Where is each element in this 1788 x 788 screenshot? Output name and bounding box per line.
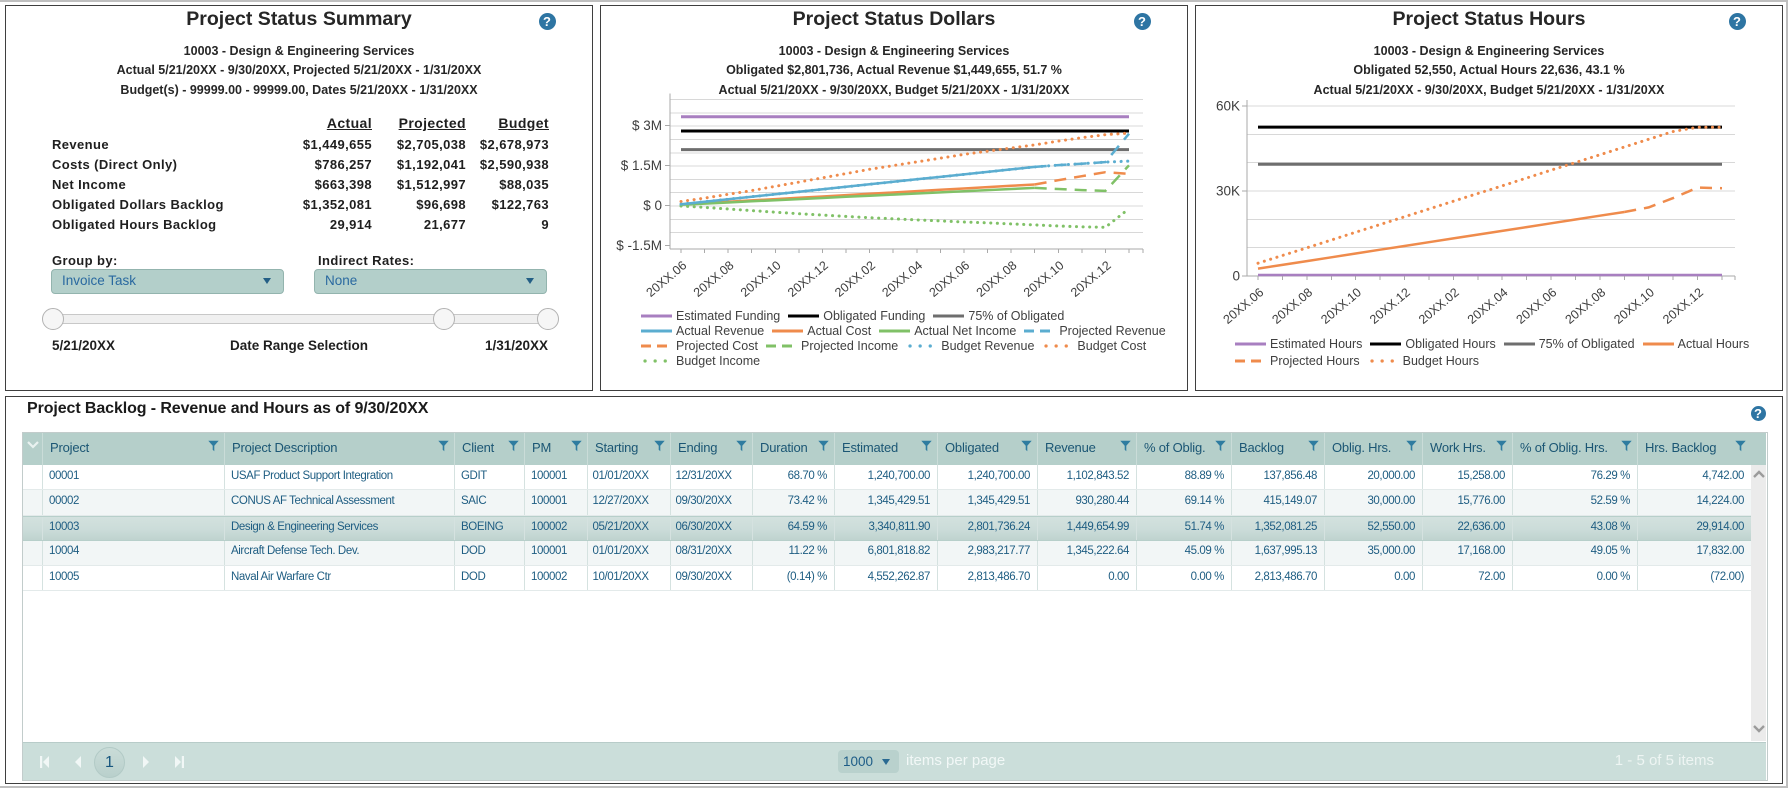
svg-text:20XX.06: 20XX.06: [1514, 285, 1560, 327]
svg-text:20XX.04: 20XX.04: [879, 258, 925, 300]
svg-text:60K: 60K: [1216, 99, 1240, 114]
svg-text:$ 3M: $ 3M: [632, 118, 662, 133]
svg-text:20XX.02: 20XX.02: [1416, 285, 1462, 327]
svg-text:20XX.04: 20XX.04: [1465, 285, 1511, 327]
svg-text:20XX.12: 20XX.12: [1660, 285, 1706, 327]
svg-text:20XX.08: 20XX.08: [1563, 285, 1609, 327]
svg-text:20XX.08: 20XX.08: [691, 258, 737, 300]
svg-text:20XX.08: 20XX.08: [974, 258, 1020, 300]
svg-text:20XX.08: 20XX.08: [1269, 285, 1315, 327]
svg-text:20XX.06: 20XX.06: [927, 258, 973, 300]
svg-text:20XX.10: 20XX.10: [1021, 258, 1067, 300]
svg-text:20XX.06: 20XX.06: [1221, 285, 1267, 327]
svg-text:$ 0: $ 0: [643, 198, 662, 213]
svg-text:20XX.12: 20XX.12: [785, 258, 831, 300]
svg-text:20XX.10: 20XX.10: [738, 258, 784, 300]
svg-text:20XX.12: 20XX.12: [1367, 285, 1413, 327]
svg-text:$ -1.5M: $ -1.5M: [616, 238, 662, 253]
svg-text:$ 1.5M: $ 1.5M: [621, 158, 662, 173]
svg-text:20XX.10: 20XX.10: [1318, 285, 1364, 327]
svg-text:20XX.12: 20XX.12: [1068, 258, 1114, 300]
svg-text:20XX.06: 20XX.06: [644, 258, 690, 300]
svg-text:0: 0: [1232, 269, 1240, 284]
svg-text:20XX.10: 20XX.10: [1611, 285, 1657, 327]
svg-text:30K: 30K: [1216, 184, 1240, 199]
svg-text:20XX.02: 20XX.02: [832, 258, 878, 300]
